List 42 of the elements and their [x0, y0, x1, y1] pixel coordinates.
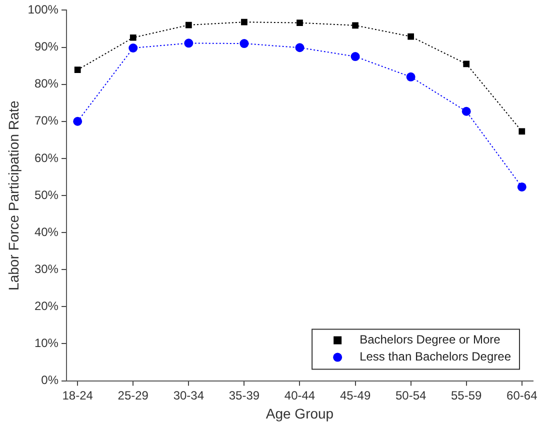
y-tick-label: 20%	[34, 298, 59, 313]
x-tick-label: 35-39	[228, 388, 260, 402]
y-tick-label: 30%	[34, 262, 59, 276]
point	[185, 22, 192, 28]
point	[350, 52, 360, 62]
x-tick-label: 30-34	[173, 388, 204, 402]
point	[128, 44, 138, 52]
legend-label: Less than Bachelors Degree	[360, 350, 512, 364]
y-tick-label: 10%	[34, 336, 59, 350]
point	[184, 38, 194, 48]
y-axis-title: Labor Force Participation Rate	[5, 100, 22, 290]
point	[73, 116, 82, 126]
x-tick-label: 40-44	[284, 388, 316, 402]
point	[296, 20, 303, 26]
legend-label: Bachelors Degree or More	[360, 332, 501, 347]
point	[463, 60, 470, 68]
point	[240, 39, 249, 48]
point	[241, 18, 248, 26]
point	[352, 22, 358, 29]
point	[406, 72, 416, 82]
x-tick-label: 25-29	[118, 388, 149, 402]
y-tick-label: 40%	[34, 224, 59, 239]
y-tick-label: 0%	[41, 373, 59, 388]
y-tick-label: 80%	[34, 76, 59, 91]
x-tick-label: 55-59	[451, 388, 482, 402]
point	[408, 33, 414, 40]
y-tick-label: 100%	[28, 2, 59, 17]
y-tick-label: 70%	[34, 114, 59, 128]
x-tick-label: 45-49	[340, 388, 371, 402]
x-tick-label: 60-64	[506, 388, 538, 402]
y-tick-label: 90%	[34, 40, 59, 54]
y-tick-label: 50%	[34, 188, 59, 202]
x-axis-title: Age Group	[266, 405, 334, 422]
point	[295, 43, 304, 52]
point	[517, 182, 526, 192]
y-tick-label: 60%	[34, 150, 59, 165]
x-tick-label: 18-24	[62, 388, 94, 402]
point	[130, 34, 136, 41]
point	[518, 128, 526, 135]
x-tick-label: 50-54	[395, 388, 426, 402]
point	[74, 66, 81, 74]
point	[462, 106, 471, 116]
